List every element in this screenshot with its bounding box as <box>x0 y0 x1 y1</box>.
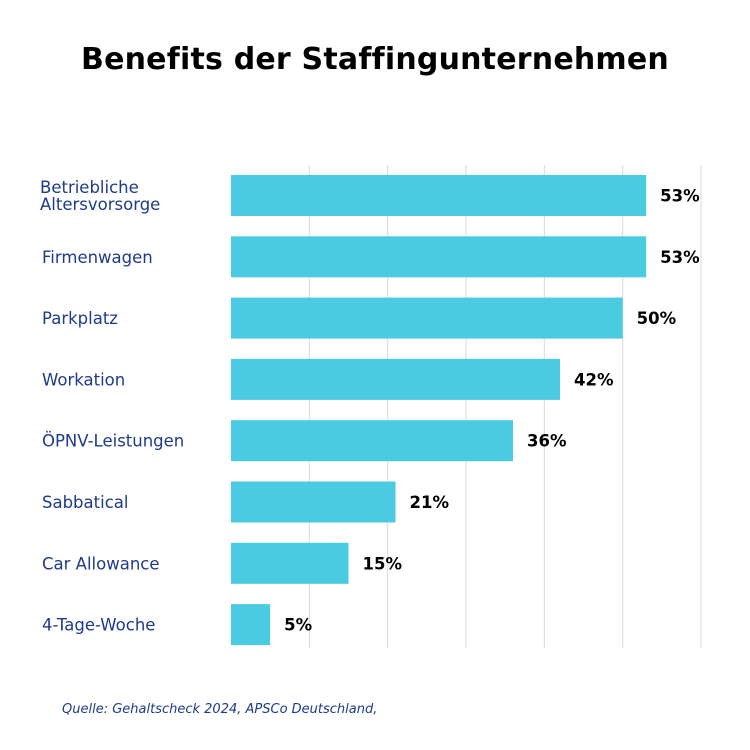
value-label: 15% <box>363 554 403 573</box>
value-label: 42% <box>574 370 614 389</box>
value-label: 53% <box>660 248 700 267</box>
category-label: Sabbatical <box>42 493 128 512</box>
value-label: 21% <box>410 493 450 512</box>
category-label: Betriebliche Altersvorsorge <box>40 178 160 214</box>
category-label: Parkplatz <box>42 309 118 328</box>
category-label: Car Allowance <box>42 554 160 573</box>
category-label: ÖPNV-Leistungen <box>42 432 184 451</box>
bar <box>231 175 647 216</box>
value-label: 50% <box>637 309 677 328</box>
value-label: 53% <box>660 187 700 206</box>
bar <box>231 604 271 646</box>
chart-title: Benefits der Staffingunternehmen <box>81 42 669 77</box>
source-note: Quelle: Gehaltscheck 2024, APSCo Deutsch… <box>62 702 378 717</box>
bar <box>231 236 647 278</box>
bar <box>231 481 396 523</box>
bar-chart: Betriebliche Altersvorsorge 53% Firmenwagen… <box>40 165 702 648</box>
category-label: Workation <box>42 370 125 389</box>
value-label: 5% <box>284 616 312 635</box>
bar <box>231 358 560 400</box>
bar <box>231 542 349 584</box>
category-label: 4-Tage-Woche <box>42 616 155 635</box>
bar <box>231 297 623 339</box>
value-label: 36% <box>527 432 567 451</box>
category-label: Firmenwagen <box>42 248 153 267</box>
bar <box>231 420 513 462</box>
